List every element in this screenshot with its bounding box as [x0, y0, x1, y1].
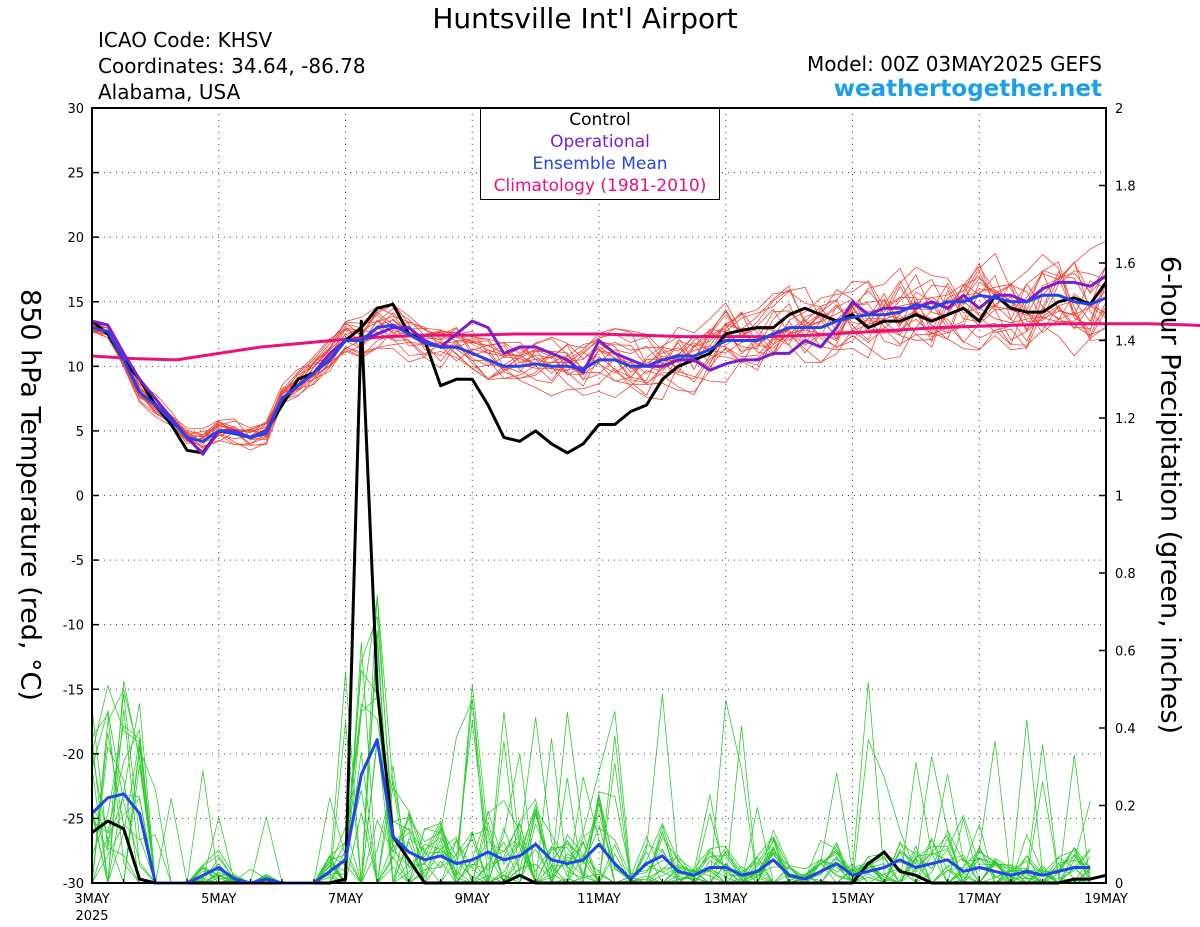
y2-tick-label: 0: [1115, 877, 1123, 892]
temp-member-line: [91, 240, 1107, 436]
y2-tick-label: 1.2: [1115, 412, 1136, 427]
x-tick-year: 2025: [75, 909, 108, 924]
y-tick-label: 0: [76, 490, 84, 505]
temp-member-line: [91, 280, 1107, 445]
y-tick-label: -15: [63, 683, 84, 698]
control-line: [91, 281, 1108, 455]
precip-member-line: [91, 694, 1091, 884]
operational-line: [91, 274, 1107, 456]
y2-tick-label: 0.2: [1115, 800, 1136, 815]
precip-member-line: [91, 616, 1091, 885]
ensemble-mean-precip-line: [90, 738, 1091, 885]
temp-member-line: [91, 265, 1107, 439]
y2-axis-label: 6-hour Precipitation (green, inches): [1154, 255, 1186, 735]
legend: Control Operational Ensemble Mean Climat…: [480, 108, 720, 200]
region: Alabama, USA: [98, 80, 241, 104]
y-tick-label: -10: [63, 619, 84, 634]
y2-tick-label: 0.4: [1115, 722, 1136, 737]
y2-tick-label: 0.6: [1115, 645, 1136, 660]
x-tick-label: 5MAY: [201, 892, 236, 907]
model-run: Model: 00Z 03MAY2025 GEFS: [807, 52, 1102, 76]
x-tick-label: 15MAY: [831, 892, 875, 907]
plot-frame: [91, 107, 1107, 884]
x-tick-label: 9MAY: [455, 892, 490, 907]
grid-lines: [92, 108, 1106, 883]
x-tick-label: 11MAY: [577, 892, 621, 907]
precip-member-line: [91, 693, 1091, 884]
y-tick-label: -20: [63, 748, 84, 763]
coordinates: Coordinates: 34.64, -86.78: [98, 54, 366, 78]
temp-member-line: [91, 280, 1107, 446]
temp-member-line: [91, 252, 1107, 440]
left-axis-ticks: 30 25 20 15 10 5 0 -5 -10 -15 -20 -25 -30: [63, 102, 99, 892]
right-axis-ticks: 2 1.8 1.6 1.4 1.2 1 0.8 0.6 0.4 0.2 0: [1099, 102, 1136, 892]
legend-operational: Operational: [550, 132, 650, 152]
y-tick-label: -25: [63, 812, 84, 827]
ensemble-mean-line: [91, 293, 1107, 443]
x-tick-label: 13MAY: [704, 892, 748, 907]
y-tick-label: 30: [67, 102, 84, 117]
y-tick-label: 10: [67, 360, 84, 375]
legend-ensemble-mean: Ensemble Mean: [532, 154, 668, 174]
legend-control: Control: [569, 110, 631, 130]
y-tick-label: 20: [67, 231, 84, 246]
x-tick-label: 7MAY: [328, 892, 363, 907]
y-axis-label: 850 hPa Temperature (red, °C): [14, 289, 46, 701]
y2-tick-label: 0.8: [1115, 567, 1136, 582]
y-tick-label: -5: [71, 554, 84, 569]
climatology-1981-2010-line: [91, 322, 1200, 362]
x-tick-label: 3MAY: [74, 892, 109, 907]
y-tick-label: 15: [67, 296, 84, 311]
y2-tick-label: 1: [1115, 490, 1123, 505]
y-tick-label: 5: [76, 425, 84, 440]
x-axis-ticks: 3MAY 2025 5MAY 7MAY 9MAY 11MAY 13MAY 15MAY 17MAY…: [74, 876, 1128, 924]
y2-tick-label: 1.6: [1115, 257, 1136, 272]
legend-climatology: Climatology (1981-2010): [493, 176, 707, 196]
y2-tick-label: 1.8: [1115, 180, 1136, 195]
y-tick-label: -30: [63, 877, 84, 892]
chart-title: Huntsville Int'l Airport: [432, 2, 738, 35]
x-tick-label: 19MAY: [1084, 892, 1128, 907]
y-tick-label: 25: [67, 167, 84, 182]
x-tick-label: 17MAY: [957, 892, 1001, 907]
site-link[interactable]: weathertogether.net: [833, 76, 1102, 102]
y2-tick-label: 1.4: [1115, 335, 1136, 350]
y2-tick-label: 2: [1115, 102, 1123, 117]
icao-code: ICAO Code: KHSV: [98, 28, 273, 52]
precip-member-line: [91, 696, 1091, 885]
